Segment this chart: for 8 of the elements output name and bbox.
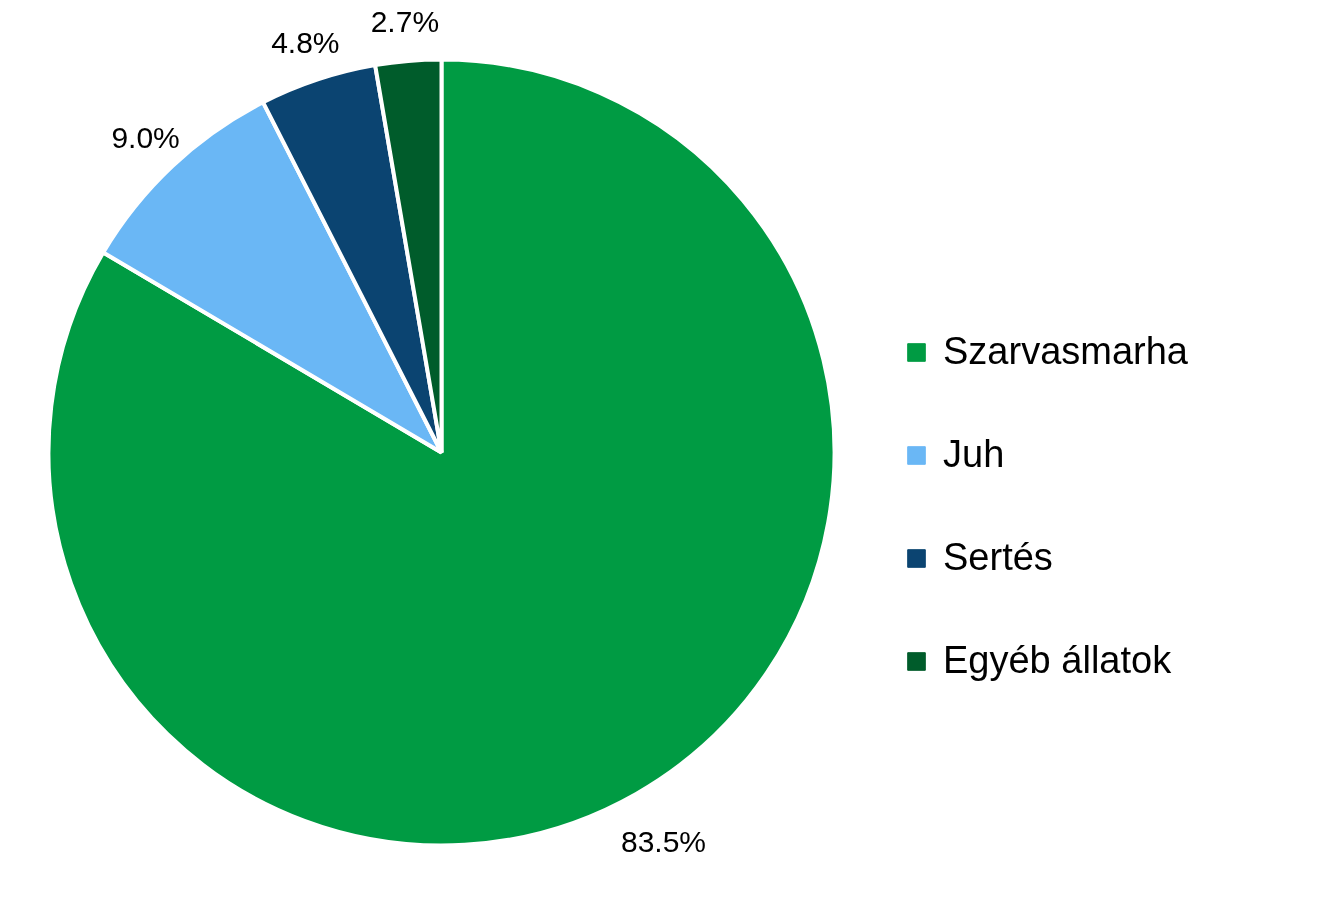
legend-label: Szarvasmarha	[943, 330, 1188, 373]
data-label: 9.0%	[111, 120, 180, 154]
legend-label: Juh	[943, 433, 1005, 476]
data-label: 83.5%	[620, 825, 707, 859]
data-label: 2.7%	[370, 5, 440, 39]
legend-label: Sertés	[943, 536, 1053, 579]
data-label: 4.8%	[271, 25, 340, 59]
legend-label: Egyéb állatok	[943, 639, 1172, 682]
